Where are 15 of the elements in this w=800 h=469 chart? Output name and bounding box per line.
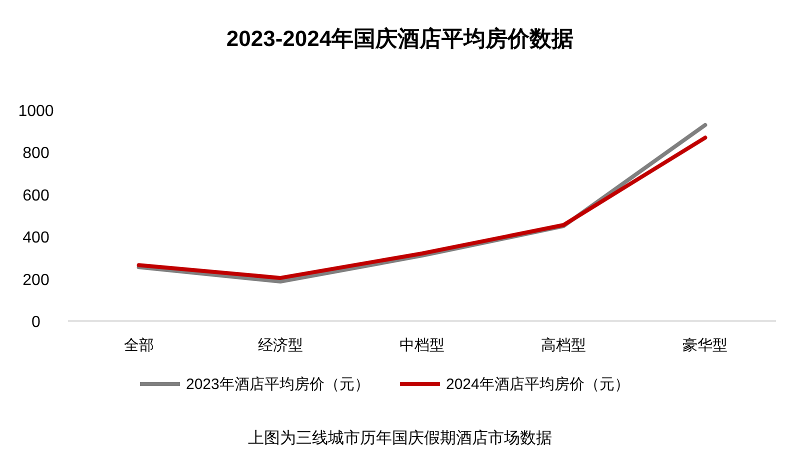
x-tick-label: 经济型 (258, 337, 303, 354)
chart-title: 2023-2024年国庆酒店平均房价数据 (226, 26, 574, 51)
x-tick-label: 豪华型 (682, 337, 728, 354)
y-tick-label: 1000 (18, 103, 54, 120)
y-tick-label: 400 (22, 230, 50, 247)
legend-label: 2023年酒店平均房价（元） (186, 376, 370, 393)
x-tick-label: 全部 (124, 337, 154, 354)
y-tick-label: 0 (32, 314, 41, 331)
y-tick-label: 800 (22, 145, 50, 162)
x-tick-label: 高档型 (541, 337, 586, 354)
text: 上图为三线城市历年国庆假期酒店市场数据 (248, 429, 552, 447)
legend-label: 2024年酒店平均房价（元） (446, 376, 630, 393)
x-tick-label: 中档型 (400, 337, 444, 354)
y-tick-label: 200 (22, 272, 50, 289)
y-tick-label: 600 (22, 187, 50, 204)
